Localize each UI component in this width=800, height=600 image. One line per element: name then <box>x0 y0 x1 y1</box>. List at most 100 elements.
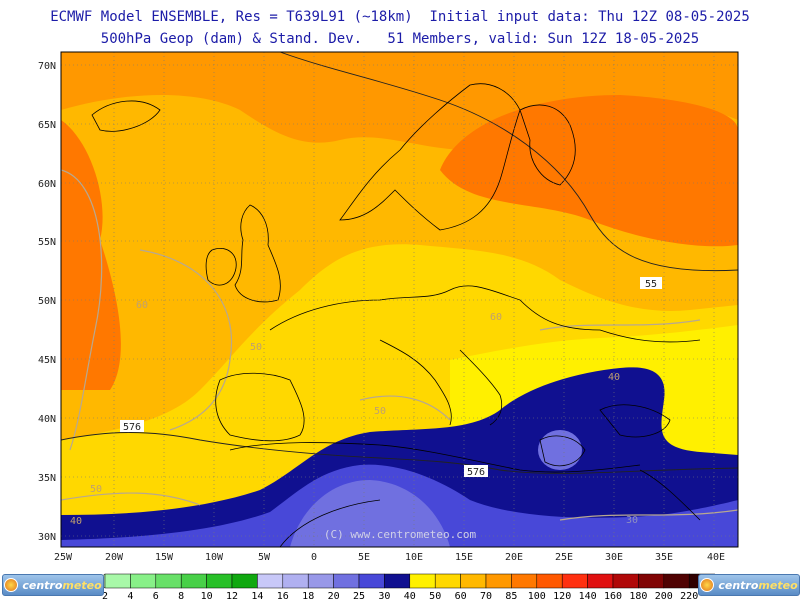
color-bar-swatch <box>434 573 461 589</box>
logo-sun-icon <box>700 578 715 592</box>
sd-label: 50 <box>250 342 262 353</box>
color-bar-swatch <box>358 573 385 589</box>
lat-tick-label: 50N <box>38 296 56 307</box>
lat-tick-label: 70N <box>38 61 56 72</box>
color-bar-tick-label: 30 <box>378 591 390 600</box>
contour-labels: 55 576 576 <box>120 277 662 478</box>
color-bar-swatch <box>536 573 563 589</box>
color-bar-swatch <box>180 573 207 589</box>
color-bar-tick-label: 70 <box>480 591 492 600</box>
fill-low-center <box>290 480 450 547</box>
sd-label: 50 <box>374 406 386 417</box>
color-bar-tick-label: 85 <box>505 591 517 600</box>
lon-tick-label: 0 <box>311 552 317 563</box>
logo-text-meteo: meteo <box>758 578 798 592</box>
centrometeo-logo-left: centro meteo <box>2 574 104 596</box>
color-bar-swatch <box>638 573 665 589</box>
color-bar-swatch <box>663 573 690 589</box>
color-bar-swatch <box>282 573 309 589</box>
lon-tick-label: 10W <box>205 552 224 563</box>
contour-label-55: 55 <box>645 279 657 290</box>
map-plot-area: 55 576 576 60 60 50 50 40 50 40 30 (C) w… <box>61 52 738 547</box>
lat-tick-label: 30N <box>38 532 56 543</box>
lon-tick-label: 20W <box>105 552 124 563</box>
logo-sun-icon <box>4 578 19 592</box>
sd-label: 60 <box>490 312 502 323</box>
color-bar-swatch <box>206 573 233 589</box>
lat-tick-label: 65N <box>38 120 56 131</box>
color-bar-swatch <box>561 573 588 589</box>
color-bar-tick-label: 2 <box>102 591 108 600</box>
fill-greek-cutoff <box>538 430 582 470</box>
sd-label: 40 <box>608 372 620 383</box>
coastlines <box>91 83 701 547</box>
contour-label-576-west: 576 <box>123 422 141 433</box>
copyright-text: (C) www.centrometeo.com <box>324 528 477 541</box>
logo-text-meteo: meteo <box>62 578 102 592</box>
lat-tick-label: 60N <box>38 179 56 190</box>
color-bar-swatch <box>384 573 411 589</box>
fill-trough-band <box>61 367 738 547</box>
color-bar-swatch <box>307 573 334 589</box>
color-bar-tick-label: 25 <box>353 591 365 600</box>
color-bar-tick-label: 160 <box>604 591 622 600</box>
sd-label: 40 <box>70 516 82 527</box>
color-bar-swatch <box>485 573 512 589</box>
color-bar-tick-label: 200 <box>655 591 673 600</box>
logo-text-centro: centro <box>718 578 759 592</box>
lat-tick-label: 55N <box>38 237 56 248</box>
geopotential-contours <box>61 52 738 474</box>
color-bar-tick-label: 18 <box>302 591 314 600</box>
color-bar-tick-label: 10 <box>201 591 213 600</box>
color-bar-tick-label: 14 <box>251 591 263 600</box>
color-bar-tick-label: 6 <box>153 591 159 600</box>
color-bar-tick-label: 120 <box>553 591 571 600</box>
color-bar-swatch <box>612 573 639 589</box>
lon-tick-label: 25W <box>54 552 73 563</box>
color-bar-tick-label: 12 <box>226 591 238 600</box>
lon-tick-label: 35E <box>655 552 673 563</box>
sd-label: 30 <box>626 515 638 526</box>
color-bar-swatch <box>409 573 436 589</box>
centrometeo-logo-right: centro meteo <box>698 574 800 596</box>
logo-text-centro: centro <box>22 578 63 592</box>
chart-subtitle: 500hPa Geop (dam) & Stand. Dev. 51 Membe… <box>100 31 700 47</box>
color-bar-tick-label: 8 <box>178 591 184 600</box>
color-bar-tick-label: 180 <box>629 591 647 600</box>
lon-tick-label: 15W <box>155 552 174 563</box>
color-bar-tick-label: 4 <box>127 591 133 600</box>
color-bar-swatch <box>460 573 487 589</box>
lon-tick-label: 15E <box>455 552 473 563</box>
color-bar: 2 4 6 8 10 12 14 16 18 20 25 30 40 50 60 70 85 100 120 140 1… <box>94 573 726 600</box>
lat-tick-label: 35N <box>38 473 56 484</box>
lon-tick-label: 25E <box>555 552 573 563</box>
sd-label: 60 <box>136 300 148 311</box>
contour-label-576-east: 576 <box>467 467 485 478</box>
fill-atlantic-high <box>61 120 121 390</box>
lon-tick-label: 10E <box>405 552 423 563</box>
color-bar-swatch <box>257 573 284 589</box>
latitude-axis: 70N 65N 60N 55N 50N 45N 40N 35N 30N <box>38 61 56 543</box>
map-frame <box>60 51 739 548</box>
lon-tick-label: 5E <box>358 552 370 563</box>
color-bar-tick-label: 40 <box>404 591 416 600</box>
lon-tick-label: 20E <box>505 552 523 563</box>
color-bar-tick-label: 60 <box>455 591 467 600</box>
sd-label: 50 <box>90 484 102 495</box>
lon-tick-label: 5W <box>258 552 271 563</box>
color-bar-tick-label: 16 <box>277 591 289 600</box>
color-bar-swatch <box>231 573 258 589</box>
lat-tick-label: 45N <box>38 355 56 366</box>
lat-tick-label: 40N <box>38 414 56 425</box>
color-bar-swatch <box>130 573 157 589</box>
color-bar-tick-label: 20 <box>328 591 340 600</box>
color-bar-swatch <box>333 573 360 589</box>
color-bar-tick-label: 50 <box>429 591 441 600</box>
color-bar-tick-label: 140 <box>579 591 597 600</box>
color-bar-swatch <box>155 573 182 589</box>
color-bar-swatch <box>587 573 614 589</box>
lon-tick-label: 40E <box>707 552 725 563</box>
graticule <box>61 52 738 547</box>
color-bar-swatch <box>104 573 131 589</box>
